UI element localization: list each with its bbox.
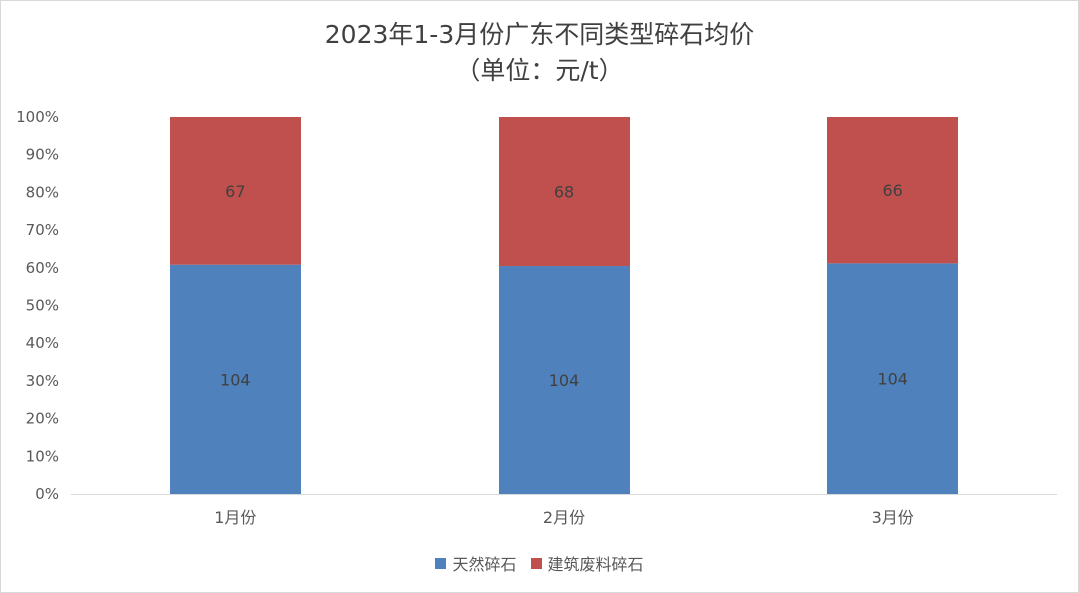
- bar-natural-2: [499, 266, 630, 494]
- chart-title-line2: （单位：元/t）: [455, 56, 624, 85]
- chart-title-line1: 2023年1-3月份广东不同类型碎石均价: [324, 20, 755, 49]
- data-label-natural-1: 104: [220, 370, 251, 389]
- bar-recycled-1: [170, 117, 301, 265]
- y-tick-label: 100%: [16, 108, 59, 126]
- bar-natural-3: [827, 263, 958, 494]
- legend-label-recycled: 建筑废料碎石: [547, 555, 644, 574]
- chart-title: 2023年1-3月份广东不同类型碎石均价 （单位：元/t）: [1, 17, 1078, 89]
- y-tick-label: 10%: [26, 447, 59, 465]
- bar-natural-1: [170, 264, 301, 494]
- data-label-recycled-1: 67: [225, 182, 245, 201]
- legend-label-natural: 天然碎石: [452, 555, 517, 574]
- legend-item-natural: 天然碎石: [435, 551, 517, 575]
- y-tick-label: 50%: [26, 297, 59, 315]
- legend-swatch-natural: [435, 557, 447, 569]
- y-tick-label: 60%: [26, 259, 59, 277]
- legend-swatch-recycled: [530, 557, 542, 569]
- data-label-recycled-3: 66: [882, 181, 902, 200]
- y-tick-label: 70%: [26, 221, 59, 239]
- bar-recycled-3: [827, 117, 958, 264]
- bar-recycled-2: [499, 117, 630, 267]
- y-tick-label: 0%: [35, 485, 59, 503]
- y-tick-label: 90%: [26, 146, 59, 164]
- data-label-recycled-2: 68: [554, 183, 574, 202]
- y-tick-label: 40%: [26, 334, 59, 352]
- y-tick-label: 30%: [26, 372, 59, 390]
- legend: 天然碎石 建筑废料碎石: [1, 551, 1078, 575]
- y-tick-label: 80%: [26, 183, 59, 201]
- data-label-natural-3: 104: [877, 370, 908, 389]
- x-category-label: 2月份: [543, 508, 585, 527]
- y-tick-label: 20%: [26, 410, 59, 428]
- legend-item-recycled: 建筑废料碎石: [530, 551, 644, 575]
- x-category-label: 1月份: [214, 508, 256, 527]
- data-label-natural-2: 104: [549, 371, 580, 390]
- x-category-label: 3月份: [872, 508, 914, 527]
